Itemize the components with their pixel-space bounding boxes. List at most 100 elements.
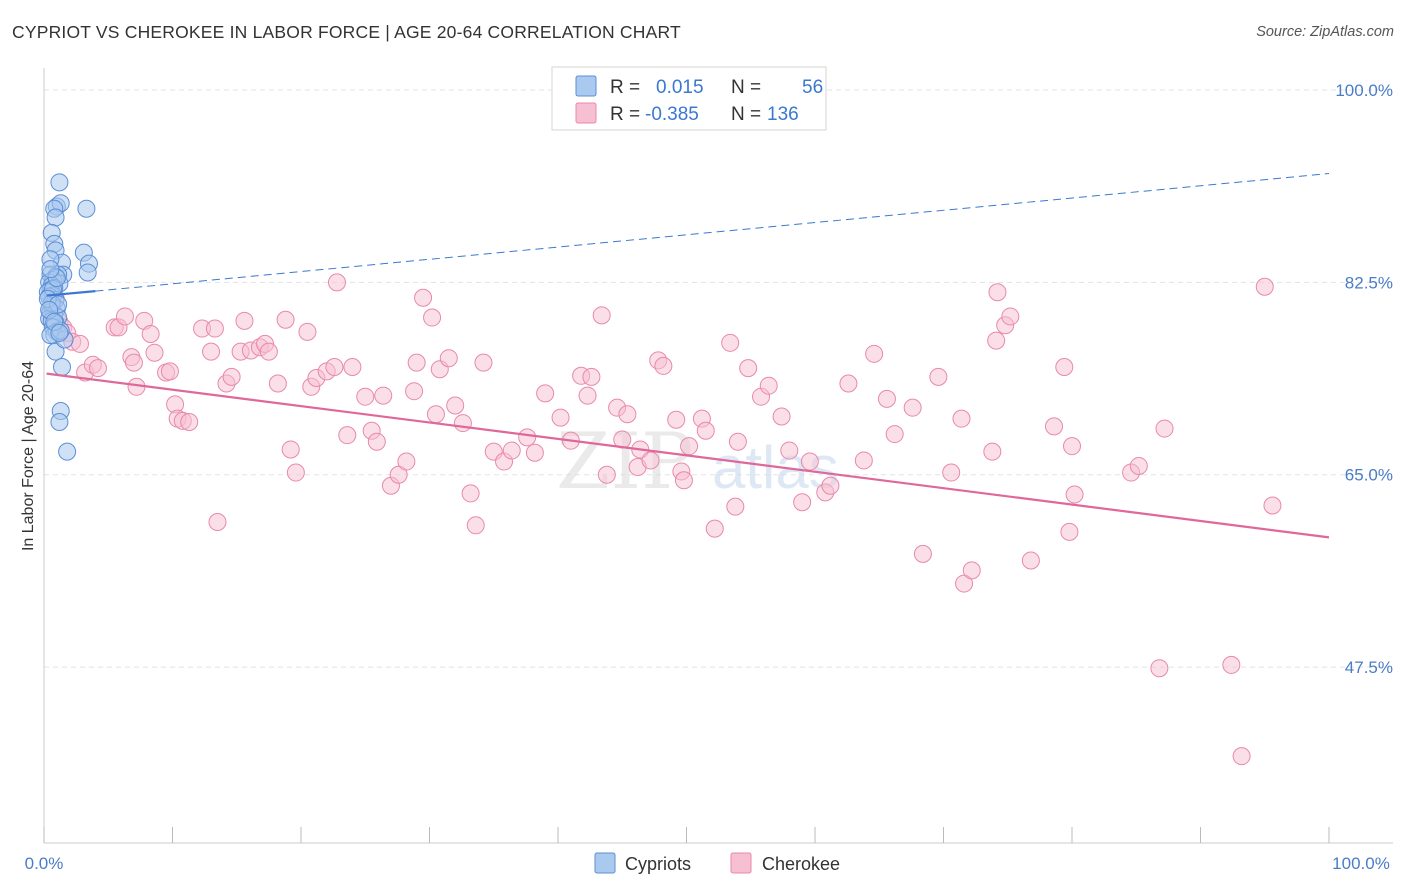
cherokee-point	[235, 311, 254, 330]
cherokee-point	[721, 333, 740, 352]
cherokee-point	[281, 440, 300, 459]
cherokee-point	[903, 398, 922, 417]
bottom-legend-swatch-cherokee	[730, 852, 752, 874]
cherokee-point	[518, 428, 537, 447]
cherokee-point	[474, 353, 493, 372]
cherokee-point	[618, 405, 637, 424]
cherokee-point	[222, 367, 241, 386]
cherokee-point	[1045, 417, 1064, 436]
cypriots-point	[78, 263, 97, 282]
legend-n-value-cypriots: 56	[802, 77, 823, 98]
y-tick-label-3: 47.5%	[1345, 658, 1393, 677]
cherokee-point	[696, 421, 715, 440]
cherokee-point	[913, 544, 932, 563]
cherokee-point	[955, 574, 974, 593]
cherokee-point	[325, 358, 344, 377]
cherokee-point	[1063, 437, 1081, 456]
cherokee-point	[839, 374, 858, 393]
cypriots-series	[38, 173, 98, 461]
cherokee-point	[208, 513, 227, 532]
cypriots-point	[58, 442, 77, 461]
cherokee-point	[726, 497, 745, 516]
cherokee-point	[952, 409, 971, 428]
watermark-zip: ZIP	[556, 417, 694, 507]
source-credit: Source: ZipAtlas.com	[1256, 24, 1394, 40]
cherokee-point	[356, 387, 375, 406]
cherokee-point	[1001, 307, 1020, 326]
cherokee-point	[1232, 747, 1251, 766]
cherokee-point	[414, 288, 433, 307]
cherokee-point	[929, 367, 948, 386]
stats-legend: R = 0.015 N = 56 R = -0.385 N = 136	[551, 66, 827, 131]
cherokee-point	[1055, 358, 1074, 377]
x-tick-label-min: 0.0%	[25, 854, 64, 873]
cherokee-point	[1263, 496, 1282, 515]
cherokee-point	[286, 463, 305, 482]
cherokee-point	[446, 396, 465, 415]
cherokee-point	[276, 310, 295, 329]
cherokee-point	[885, 425, 904, 444]
cherokee-point	[426, 405, 445, 424]
cherokee-point	[205, 319, 224, 338]
cherokee-point	[667, 410, 686, 429]
cherokee-point	[983, 442, 1002, 461]
x-axis-ticks	[43, 827, 1330, 843]
chart-title: CYPRIOT VS CHEROKEE IN LABOR FORCE | AGE…	[12, 22, 681, 42]
cherokee-point	[1155, 419, 1174, 438]
cherokee-point	[854, 451, 873, 470]
cherokee-point	[821, 476, 840, 495]
x-tick-label-max: 100.0%	[1332, 854, 1390, 873]
cherokee-point	[453, 414, 472, 433]
cherokee-point	[202, 342, 221, 361]
cherokee-series	[42, 273, 1282, 766]
cherokee-point	[115, 307, 134, 326]
cherokee-point	[268, 374, 287, 393]
cypriots-trend-extension	[95, 173, 1330, 292]
cypriots-point	[46, 342, 65, 361]
cherokee-point	[1021, 551, 1040, 570]
cypriots-point	[52, 358, 71, 377]
cherokee-point	[1222, 655, 1241, 674]
cherokee-point	[461, 484, 480, 503]
cherokee-point	[1129, 456, 1148, 475]
cherokee-point	[536, 384, 555, 403]
cherokee-point	[582, 367, 601, 386]
cherokee-point	[1255, 277, 1274, 296]
bottom-legend-label-cherokee: Cherokee	[762, 854, 840, 874]
stats-legend-box	[551, 66, 827, 131]
legend-r-value-cherokee: -0.385	[645, 104, 699, 125]
cherokee-point	[439, 349, 458, 368]
series-legend: Cypriots Cherokee	[594, 852, 840, 874]
legend-r-label-cherokee: R =	[610, 104, 640, 125]
legend-swatch-cherokee	[575, 102, 597, 124]
cherokee-point	[374, 386, 393, 405]
cypriots-point	[46, 208, 65, 227]
cherokee-point	[145, 343, 164, 362]
cherokee-point	[551, 408, 570, 427]
cherokee-point	[338, 426, 357, 445]
cypriots-point	[50, 323, 69, 342]
cherokee-point	[705, 519, 724, 538]
cherokee-trend-line	[46, 372, 1330, 539]
cherokee-point	[160, 362, 179, 381]
gridlines	[44, 89, 1393, 668]
axes	[43, 68, 1393, 844]
trend-lines	[46, 173, 1330, 539]
cherokee-point	[780, 441, 799, 460]
cherokee-point	[525, 443, 544, 462]
cypriots-trend-line	[46, 290, 96, 297]
cherokee-point	[865, 344, 884, 363]
cherokee-point	[641, 451, 660, 470]
cypriots-point	[50, 412, 69, 431]
cypriots-point	[77, 199, 96, 218]
cherokee-point	[942, 463, 961, 482]
cherokee-point	[407, 353, 426, 372]
cherokee-point	[180, 412, 199, 431]
cherokee-point	[793, 493, 812, 512]
cherokee-point	[327, 273, 346, 292]
y-axis-title: In Labor Force | Age 20-64	[20, 361, 37, 551]
cherokee-point	[141, 325, 160, 344]
cherokee-point	[739, 359, 758, 378]
cherokee-point	[800, 452, 819, 471]
